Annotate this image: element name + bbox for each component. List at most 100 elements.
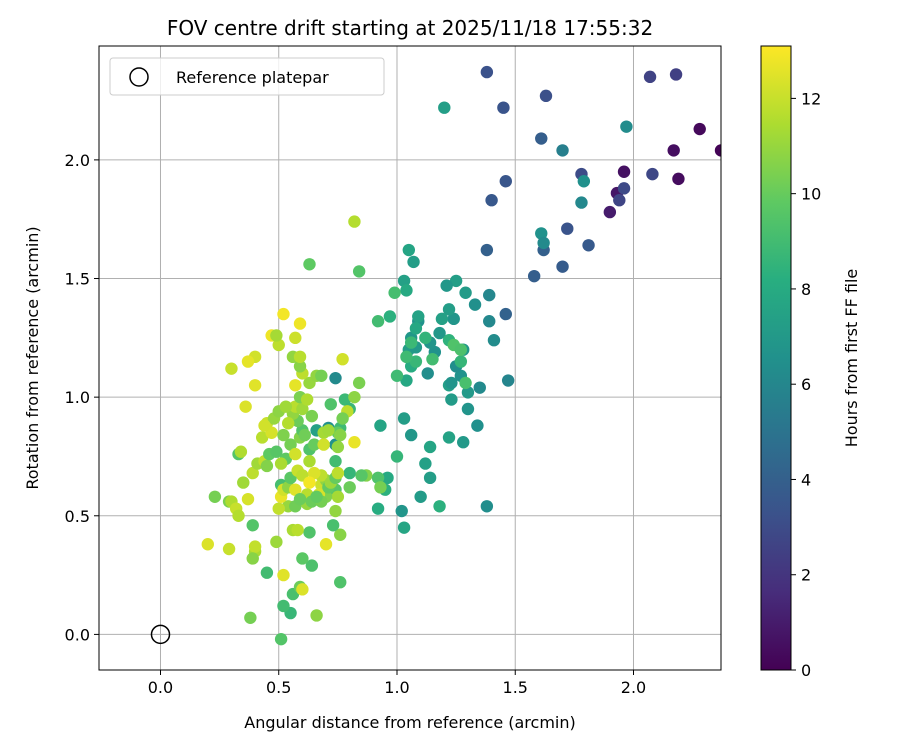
scatter-point: [289, 447, 302, 461]
scatter-point: [272, 338, 285, 352]
scatter-point: [577, 175, 591, 188]
scatter-point: [445, 376, 458, 390]
colorbar-tick-label: 4: [801, 470, 811, 489]
scatter-point: [248, 540, 262, 553]
axes-frame: [98, 45, 722, 671]
scatter-point: [404, 336, 418, 349]
scatter-point: [289, 331, 302, 345]
scatter-point: [329, 371, 342, 385]
scatter-point: [556, 144, 569, 157]
scatter-point: [208, 490, 222, 503]
scatter-point: [303, 476, 316, 489]
scatter-point: [471, 419, 484, 432]
scatter-point: [355, 469, 368, 482]
scatter-point: [334, 428, 347, 442]
reference-platepar-marker: [150, 624, 171, 645]
scatter-point: [272, 502, 285, 515]
scatter-point: [308, 438, 321, 451]
scatter-point: [527, 269, 541, 283]
scatter-point: [336, 352, 349, 366]
scatter-point: [237, 476, 250, 489]
y-tick-label: 2.0: [65, 151, 90, 170]
scatter-point: [310, 609, 323, 622]
scatter-point: [246, 466, 259, 480]
y-axis-label: Rotation from reference (arcmin): [23, 226, 42, 489]
scatter-point: [298, 428, 311, 442]
scatter-point: [324, 398, 337, 411]
scatter-point: [293, 317, 307, 330]
colorbar-tick-label: 8: [801, 280, 811, 299]
scatter-point: [667, 144, 680, 157]
scatter-point: [317, 438, 330, 451]
scatter-point: [258, 419, 271, 432]
scatter-point: [643, 70, 657, 84]
scatter-point: [277, 428, 290, 442]
scatter-point: [409, 355, 423, 368]
colorbar-label: Hours from first FF file: [842, 269, 861, 448]
scatter-point: [300, 393, 314, 406]
scatter-point: [383, 310, 397, 323]
scatter-point: [255, 431, 269, 444]
scatter-point: [419, 457, 432, 470]
scatter-point: [620, 120, 633, 133]
scatter-point: [433, 326, 446, 340]
scatter-point: [381, 471, 394, 485]
scatter-point: [442, 303, 456, 316]
scatter-point: [426, 352, 439, 366]
scatter-point: [331, 440, 345, 454]
scatter-point: [270, 329, 283, 342]
scatter-point: [371, 502, 385, 515]
scatter-point: [329, 504, 342, 518]
scatter-point: [480, 500, 494, 513]
scatter-point: [440, 279, 453, 292]
scatter-point: [480, 65, 494, 79]
scatter-point: [322, 424, 335, 437]
scatter-point: [239, 400, 252, 413]
scatter-point: [423, 471, 437, 485]
scatter-point: [319, 538, 333, 551]
scatter-point: [449, 274, 463, 288]
scatter-point: [409, 322, 423, 335]
scatter-point: [277, 568, 290, 582]
scatter-point: [445, 393, 458, 406]
colorbar: [760, 45, 792, 671]
scatter-point: [222, 542, 236, 556]
scatter-point: [277, 307, 290, 321]
y-tick-label: 0.5: [65, 507, 90, 526]
x-tick-label: 1.5: [503, 678, 528, 697]
x-axis-label: Angular distance from reference (arcmin): [244, 713, 575, 732]
scatter-point: [336, 412, 349, 425]
scatter-point: [296, 552, 309, 565]
scatter-point: [329, 455, 342, 468]
scatter-point: [404, 428, 418, 442]
scatter-point: [582, 239, 595, 252]
scatter-point: [423, 440, 437, 454]
x-tick-label: 0.5: [266, 678, 291, 697]
scatter-point: [374, 419, 387, 432]
scatter-point: [497, 101, 510, 114]
scatter-point: [348, 215, 361, 228]
scatter-point: [556, 260, 569, 273]
scatter-point: [397, 412, 411, 425]
legend-entry-label: Reference platepar: [176, 68, 329, 87]
y-tick-label: 0.0: [65, 625, 90, 644]
x-tick-label: 0.0: [148, 678, 173, 697]
scatter-point: [352, 376, 366, 390]
colorbar-tick-label: 2: [801, 566, 811, 585]
scatter-point: [402, 243, 416, 257]
scatter-point: [473, 381, 486, 394]
scatter-point: [499, 175, 512, 188]
scatter-point: [461, 402, 475, 416]
scatter-point: [260, 459, 274, 473]
scatter-point: [277, 599, 290, 613]
scatter-point: [270, 445, 283, 458]
scatter-point: [454, 355, 468, 368]
colorbar-tick-label: 6: [801, 375, 811, 394]
scatter-point: [305, 559, 319, 572]
scatter-point: [561, 222, 574, 235]
scatter-point: [289, 379, 302, 392]
scatter-point: [343, 466, 356, 480]
scatter-point: [412, 310, 425, 323]
scatter-point: [331, 466, 345, 480]
scatter-point: [539, 89, 553, 103]
